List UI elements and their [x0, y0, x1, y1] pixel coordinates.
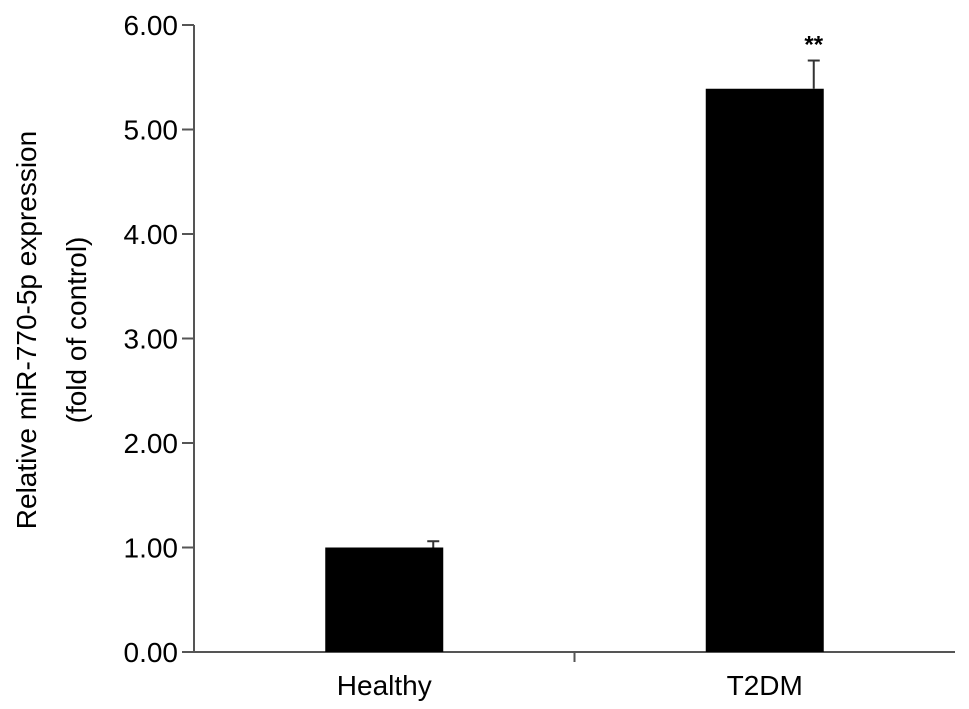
significance-annotation: ** — [804, 32, 823, 59]
y-tick-label: 4.00 — [124, 219, 179, 250]
y-tick-label: 1.00 — [124, 533, 179, 564]
bar-t2dm — [705, 88, 824, 653]
axes — [193, 25, 955, 662]
y-tick-label: 0.00 — [124, 637, 179, 668]
bar-healthy — [325, 547, 444, 652]
bars: ** — [325, 32, 824, 653]
x-category-label: T2DM — [727, 670, 803, 701]
y-tick-label: 2.00 — [124, 428, 179, 459]
x-categories: Healthy T2DM — [337, 670, 803, 701]
y-tick-label: 5.00 — [124, 115, 179, 146]
y-tick-label: 3.00 — [124, 324, 179, 355]
y-ticks: 0.00 1.00 2.00 3.00 4.00 5.00 6.00 — [124, 10, 194, 668]
y-axis-label-line-2: (fold of control) — [61, 237, 92, 424]
x-category-label: Healthy — [337, 670, 432, 701]
y-tick-label: 6.00 — [124, 10, 179, 41]
y-axis-label-line-1: Relative miR-770-5p expression — [11, 131, 42, 529]
